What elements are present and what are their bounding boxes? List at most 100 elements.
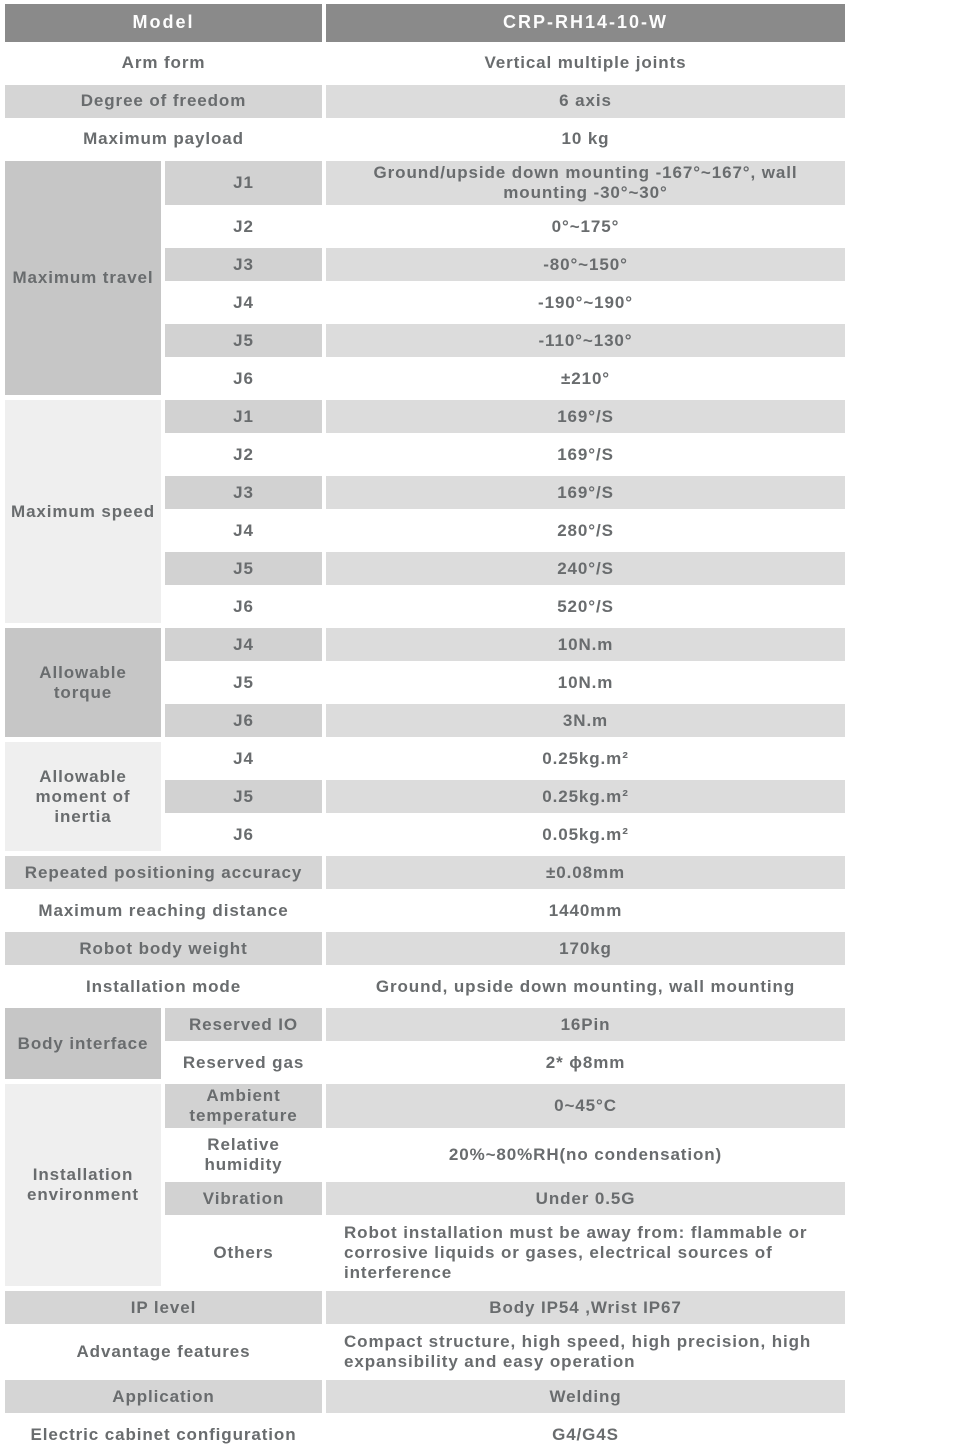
joint-value: 0.25kg.m² <box>326 780 845 814</box>
joint-label: J6 <box>165 818 322 852</box>
joint-label: J4 <box>165 514 322 548</box>
row-value: 10 kg <box>326 123 845 156</box>
spec-row-j1: J1 169°/S <box>165 400 845 434</box>
joint-label: J6 <box>165 362 322 396</box>
spec-row-j6: J6 ±210° <box>165 362 845 396</box>
joint-label: J6 <box>165 590 322 624</box>
group-maximum-travel: Maximum travel J1 Ground/upside down mou… <box>5 161 845 396</box>
row-label: Advantage features <box>5 1329 322 1376</box>
row-robot-body-weight: Robot body weight 170kg <box>5 932 845 966</box>
joint-value: 520°/S <box>326 590 845 624</box>
joint-value: 0.05kg.m² <box>326 818 845 852</box>
spec-row-j4: J4 -190°~190° <box>165 286 845 320</box>
spec-row-j2: J2 0°~175° <box>165 210 845 244</box>
joint-label: J5 <box>165 552 322 586</box>
joint-value: ±210° <box>326 362 845 396</box>
joint-value: -110°~130° <box>326 324 845 358</box>
row-application: Application Welding <box>5 1380 845 1414</box>
sub-value: Under 0.5G <box>326 1182 845 1216</box>
row-label: Repeated positioning accuracy <box>5 856 322 890</box>
row-value: Welding <box>326 1380 845 1414</box>
joint-label: J4 <box>165 742 322 776</box>
spec-row-reserved-io: Reserved IO 16Pin <box>165 1008 845 1042</box>
row-value: 1440mm <box>326 894 845 928</box>
row-value: Compact structure, high speed, high prec… <box>326 1329 845 1376</box>
row-repeated-positioning-accuracy: Repeated positioning accuracy ±0.08mm <box>5 856 845 890</box>
joint-value: 3N.m <box>326 704 845 738</box>
group-label: Body interface <box>5 1008 161 1080</box>
row-value: Body IP54 ,Wrist IP67 <box>326 1291 845 1325</box>
row-label: Degree of freedom <box>5 85 322 118</box>
sub-value: Robot installation must be away from: fl… <box>326 1220 845 1287</box>
group-label: Installation environment <box>5 1084 161 1287</box>
joint-value: Ground/upside down mounting -167°~167°, … <box>326 161 845 206</box>
group-label: Maximum travel <box>5 161 161 396</box>
spec-row-j4: J4 10N.m <box>165 628 845 662</box>
spec-row-j1: J1 Ground/upside down mounting -167°~167… <box>165 161 845 206</box>
row-value: Ground, upside down mounting, wall mount… <box>326 970 845 1004</box>
joint-value: 240°/S <box>326 552 845 586</box>
sub-label: Relative humidity <box>165 1133 322 1178</box>
joint-value: 10N.m <box>326 628 845 662</box>
row-value: G4/G4S <box>326 1418 845 1451</box>
row-degree-of-freedom: Degree of freedom 6 axis <box>5 85 845 118</box>
joint-label: J5 <box>165 324 322 358</box>
joint-label: J5 <box>165 666 322 700</box>
spec-row-relative-humidity: Relative humidity 20%~80%RH(no condensat… <box>165 1133 845 1178</box>
spec-row-j6: J6 0.05kg.m² <box>165 818 845 852</box>
sub-value: 0~45°C <box>326 1084 845 1129</box>
row-maximum-reaching-distance: Maximum reaching distance 1440mm <box>5 894 845 928</box>
row-value: ±0.08mm <box>326 856 845 890</box>
joint-value: 169°/S <box>326 400 845 434</box>
spec-row-j5: J5 10N.m <box>165 666 845 700</box>
joint-value: 0°~175° <box>326 210 845 244</box>
spec-row-j5: J5 -110°~130° <box>165 324 845 358</box>
joint-value: 169°/S <box>326 438 845 472</box>
row-advantage-features: Advantage features Compact structure, hi… <box>5 1329 845 1376</box>
row-label: Robot body weight <box>5 932 322 966</box>
spec-row-j5: J5 0.25kg.m² <box>165 780 845 814</box>
joint-value: 280°/S <box>326 514 845 548</box>
spec-row-reserved-gas: Reserved gas 2* ϕ8mm <box>165 1046 845 1080</box>
row-value: 6 axis <box>326 85 845 118</box>
joint-label: J5 <box>165 780 322 814</box>
spec-row-others: Others Robot installation must be away f… <box>165 1220 845 1287</box>
sub-label: Reserved gas <box>165 1046 322 1080</box>
joint-label: J4 <box>165 286 322 320</box>
header-row: Model CRP-RH14-10-W <box>5 4 845 42</box>
sub-label: Ambient temperature <box>165 1084 322 1129</box>
joint-value: 0.25kg.m² <box>326 742 845 776</box>
spec-row-vibration: Vibration Under 0.5G <box>165 1182 845 1216</box>
row-value: 170kg <box>326 932 845 966</box>
joint-label: J3 <box>165 248 322 282</box>
spec-row-j4: J4 280°/S <box>165 514 845 548</box>
row-installation-mode: Installation mode Ground, upside down mo… <box>5 970 845 1004</box>
spec-row-ambient-temperature: Ambient temperature 0~45°C <box>165 1084 845 1129</box>
joint-value: 169°/S <box>326 476 845 510</box>
row-label: Maximum payload <box>5 123 322 156</box>
joint-value: -190°~190° <box>326 286 845 320</box>
group-installation-environment: Installation environment Ambient tempera… <box>5 1084 845 1287</box>
sub-label: Reserved IO <box>165 1008 322 1042</box>
spec-row-j3: J3 169°/S <box>165 476 845 510</box>
group-allowable-moment-of-inertia: Allowable moment of inertia J4 0.25kg.m²… <box>5 742 845 852</box>
row-label: IP level <box>5 1291 322 1325</box>
sub-label: Others <box>165 1220 322 1287</box>
joint-label: J1 <box>165 400 322 434</box>
group-label: Allowable moment of inertia <box>5 742 161 852</box>
sub-label: Vibration <box>165 1182 322 1216</box>
group-body-interface: Body interface Reserved IO 16Pin Reserve… <box>5 1008 845 1080</box>
row-value: Vertical multiple joints <box>326 47 845 80</box>
spec-row-j6: J6 3N.m <box>165 704 845 738</box>
row-label: Application <box>5 1380 322 1414</box>
row-electric-cabinet-configuration: Electric cabinet configuration G4/G4S <box>5 1418 845 1451</box>
row-label: Installation mode <box>5 970 322 1004</box>
row-maximum-payload: Maximum payload 10 kg <box>5 123 845 156</box>
row-label: Electric cabinet configuration <box>5 1418 322 1451</box>
joint-value: 10N.m <box>326 666 845 700</box>
spec-row-j4: J4 0.25kg.m² <box>165 742 845 776</box>
joint-label: J4 <box>165 628 322 662</box>
spec-row-j6: J6 520°/S <box>165 590 845 624</box>
row-arm-form: Arm form Vertical multiple joints <box>5 47 845 80</box>
group-allowable-torque: Allowable torque J4 10N.m J5 10N.m J6 3N… <box>5 628 845 738</box>
